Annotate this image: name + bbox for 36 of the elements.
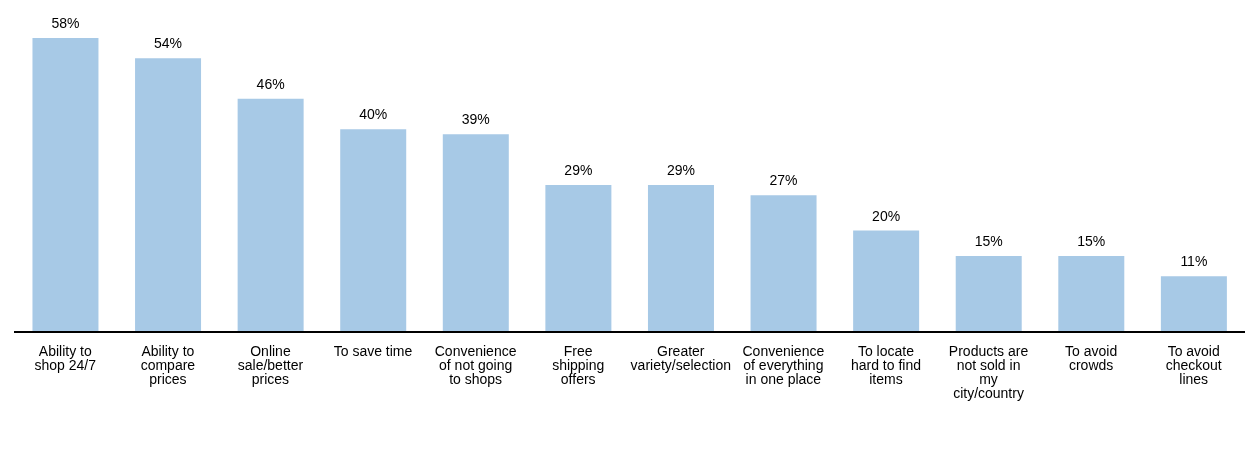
bar xyxy=(1160,276,1227,332)
data-label: 40% xyxy=(359,106,388,123)
data-label: 54% xyxy=(154,35,183,52)
bar xyxy=(853,230,920,332)
data-label: 20% xyxy=(872,207,901,224)
bar xyxy=(340,129,407,332)
bar xyxy=(237,98,304,332)
data-label: 58% xyxy=(51,15,80,31)
x-tick-label: Convenience of not going to shops xyxy=(434,342,517,387)
bar xyxy=(955,255,1022,332)
x-tick-label: To locate hard to find items xyxy=(850,342,921,387)
data-label: 27% xyxy=(769,172,798,189)
x-tick-label: Ability to shop 24/7 xyxy=(34,342,97,373)
bar xyxy=(750,195,817,332)
bar xyxy=(32,38,99,332)
data-label: 11% xyxy=(1180,253,1208,270)
x-tick-label: Free shipping offers xyxy=(552,342,605,387)
data-label: 46% xyxy=(256,75,285,92)
data-label: 15% xyxy=(974,232,1003,249)
bar xyxy=(1058,255,1125,332)
x-tick-label: To avoid crowds xyxy=(1065,342,1118,373)
data-label: 39% xyxy=(461,111,490,128)
data-label: 15% xyxy=(1077,232,1106,249)
data-label: 29% xyxy=(564,162,593,178)
x-tick-label: Products are not sold in my city/country xyxy=(948,342,1029,401)
x-tick-label: Online sale/better prices xyxy=(237,342,304,387)
data-label: 29% xyxy=(666,162,695,178)
bar xyxy=(442,134,509,332)
x-tick-label: To avoid checkout lines xyxy=(1165,342,1222,387)
x-tick-label: Ability to compare prices xyxy=(140,342,196,387)
bar xyxy=(545,185,612,332)
x-tick-label: Convenience of everything in one place xyxy=(742,342,825,387)
x-tick-label: Greater variety/selection xyxy=(630,342,731,373)
bar xyxy=(647,185,714,332)
x-tick-label: To save time xyxy=(333,342,413,359)
bar xyxy=(135,58,202,332)
